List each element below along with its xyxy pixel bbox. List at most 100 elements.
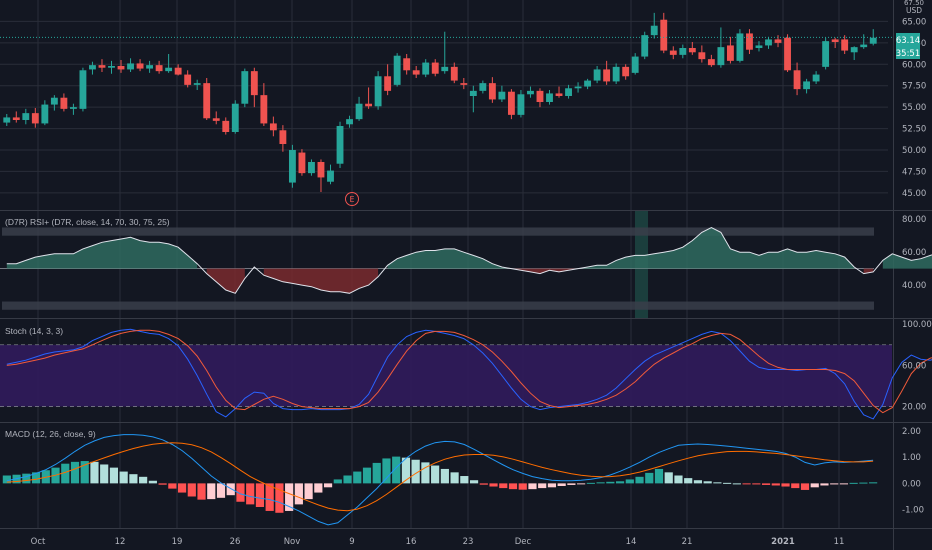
candle-down [622,66,630,77]
stoch-d-line [6,329,932,414]
price-tick-label: 45.00 [902,189,926,199]
macd-histogram-bar [100,464,109,484]
macd-histogram-bar [275,483,284,513]
rsi-tick-label: 80.00 [902,215,926,225]
candle-up [336,126,344,164]
candle-up [850,47,858,53]
candle-up [165,67,173,72]
candle-down [98,65,106,68]
x-tick-label: 21 [682,537,693,547]
macd-histogram-bar [654,468,664,484]
price-tick-label: 50.00 [902,146,926,156]
candle-up [22,113,30,120]
candle-up [193,83,201,85]
macd-histogram-bar [460,476,469,484]
macd-histogram-bar [2,475,11,484]
macd-histogram-bar [684,478,693,484]
candle-down [12,117,20,120]
candle-down [117,66,125,70]
macd-histogram-bar [31,472,41,484]
candle-up [241,71,249,104]
candle-down [831,39,839,42]
macd-histogram-bar [139,476,148,484]
candle-down [507,91,515,115]
candle-up [593,69,601,81]
stoch-pane-title: Stoch (14, 3, 3) [5,326,64,336]
macd-histogram-bar [703,481,712,484]
candle-down [31,113,39,124]
macd-histogram-bar [820,483,829,486]
candle-up [3,117,11,123]
last-price-tag [896,33,920,46]
candle-down [155,65,163,72]
price-axis-top-label: 67.50 [904,0,924,7]
macd-histogram-bar [314,483,323,493]
macd-histogram-bar [761,483,771,485]
macd-histogram-bar [236,483,245,502]
candle-up [717,47,725,66]
macd-tick-label: 1.00 [902,453,921,463]
macd-histogram-bar [596,482,605,484]
x-tick-label: 26 [230,537,241,547]
macd-histogram-bar [830,483,839,485]
macd-histogram-bar [294,483,303,505]
x-tick-label: 11 [834,537,845,547]
rsi-fill-down [206,268,245,294]
candle-up [812,74,820,82]
candle-down [250,71,258,96]
macd-histogram-bar [197,483,206,500]
candle-up [565,88,572,96]
macd-histogram-bar [693,480,703,484]
earnings-marker [345,192,359,206]
macd-pane-title: MACD (12, 26, close, 9) [5,429,96,439]
price-tick-label: 60.00 [902,60,926,70]
macd-histogram-bar [158,483,167,485]
candle-up [641,35,649,57]
macd-histogram-bar [557,483,566,486]
price-tick-label: 52.50 [902,125,926,135]
macd-histogram-bar [713,482,722,484]
rsi-fill-up [882,253,932,269]
candle-down [707,59,715,66]
macd-histogram-bar [372,462,381,484]
macd-tick-label: 0.00 [902,479,921,489]
macd-histogram-bar [129,474,138,484]
signal-line [6,442,874,512]
macd-histogram-bar [752,483,761,485]
rsi-fill-down [511,268,579,274]
x-tick-label: Dec [515,537,532,547]
macd-histogram-bar [635,476,644,484]
rsi-band [2,227,874,236]
candle-down [841,39,849,51]
rsi-fill-up [6,237,198,269]
macd-histogram-bar [421,462,430,484]
candle-up [631,56,639,73]
macd-histogram-bar [255,483,265,507]
candle-up [498,91,506,100]
candle-down [669,50,677,55]
candle-down [136,63,144,69]
candle-up [479,83,487,91]
candle-up [517,94,525,115]
candle-down [412,70,420,75]
macd-histogram-bar [401,457,411,484]
candle-up [441,66,449,72]
macd-tick-label: -1.00 [902,506,924,516]
candle-up [679,48,687,55]
macd-histogram-bar [499,483,508,489]
candle-down [793,70,801,90]
candle-up [374,76,382,107]
candle-up [69,107,77,109]
macd-histogram-bar [664,472,673,484]
stoch-band [0,344,892,407]
macd-histogram-bar [615,481,625,484]
candle-down [279,130,287,144]
rsi-line [6,226,932,294]
rsi-fill-up [387,248,512,269]
macd-histogram-bar [771,483,780,486]
candle-up [50,97,58,105]
macd-histogram-bar [187,483,196,497]
macd-histogram-bar [61,463,70,484]
candle-down [431,62,439,74]
